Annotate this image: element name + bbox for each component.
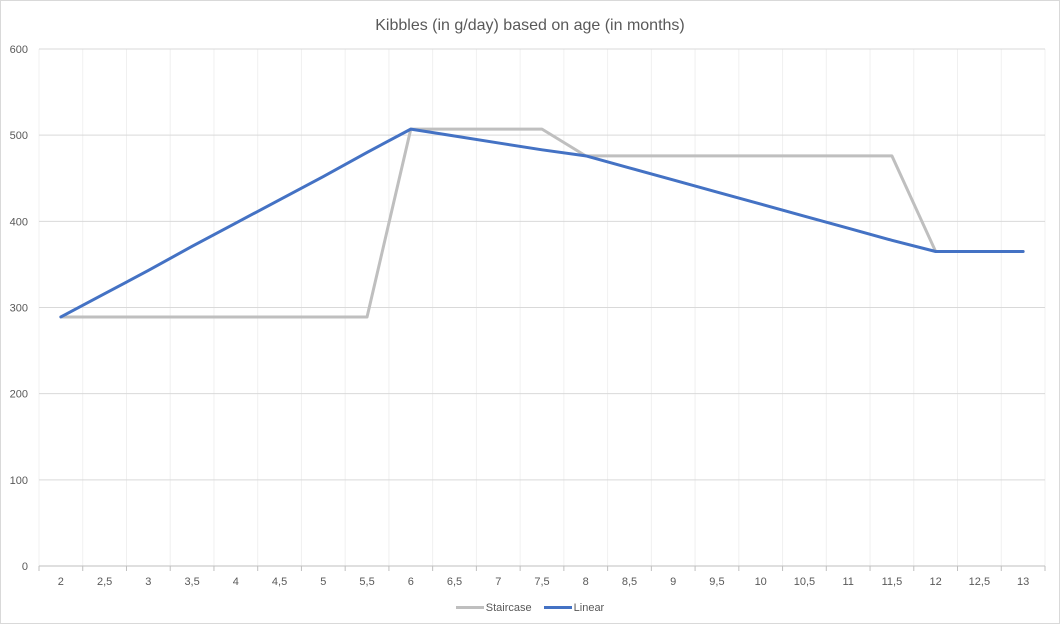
x-tick-label: 12,5 [969, 576, 990, 588]
x-tick-label: 3,5 [184, 576, 199, 588]
x-tick-label: 9,5 [709, 576, 724, 588]
x-tick-label: 4 [233, 576, 239, 588]
x-tick-label: 2 [58, 576, 64, 588]
legend-swatch [543, 606, 572, 609]
x-tick-label: 12 [930, 576, 942, 588]
y-tick-label: 500 [10, 130, 28, 142]
x-tick-label: 7,5 [534, 576, 549, 588]
legend-label: Staircase [485, 601, 532, 614]
y-tick-label: 100 [10, 475, 28, 487]
y-tick-label: 400 [10, 216, 28, 228]
series-line-linear [59, 127, 1025, 319]
x-tick-label: 13 [1017, 576, 1029, 588]
x-tick-label: 8 [583, 576, 589, 588]
x-tick-label: 11,5 [882, 576, 903, 588]
legend: Staircase Linear [1, 600, 1059, 614]
x-tick-label: 8,5 [622, 576, 637, 588]
legend-label: Linear [573, 601, 605, 614]
y-tick-label: 200 [10, 389, 28, 401]
x-tick-label: 4,5 [272, 576, 287, 588]
legend-item-linear: Linear [543, 601, 605, 614]
x-tick-label: 2,5 [97, 576, 112, 588]
x-tick-label: 6 [408, 576, 414, 588]
chart-title: Kibbles (in g/day) based on age (in mont… [375, 17, 685, 34]
x-tick-label: 10 [755, 576, 767, 588]
legend-item-staircase: Staircase [455, 601, 532, 614]
x-tick-label: 5 [320, 576, 326, 588]
x-tick-label: 7 [495, 576, 501, 588]
x-tick-label: 11 [842, 576, 853, 588]
y-tick-label: 600 [10, 44, 28, 56]
x-tick-label: 6,5 [447, 576, 462, 588]
series-line-staircase [59, 127, 1025, 319]
x-tick-label: 3 [145, 576, 151, 588]
x-tick-label: 10,5 [794, 576, 815, 588]
x-tick-label: 5,5 [359, 576, 374, 588]
x-tick-label: 9 [670, 576, 676, 588]
y-tick-label: 300 [10, 303, 28, 315]
y-tick-label: 0 [22, 561, 28, 573]
legend-swatch [455, 606, 484, 609]
